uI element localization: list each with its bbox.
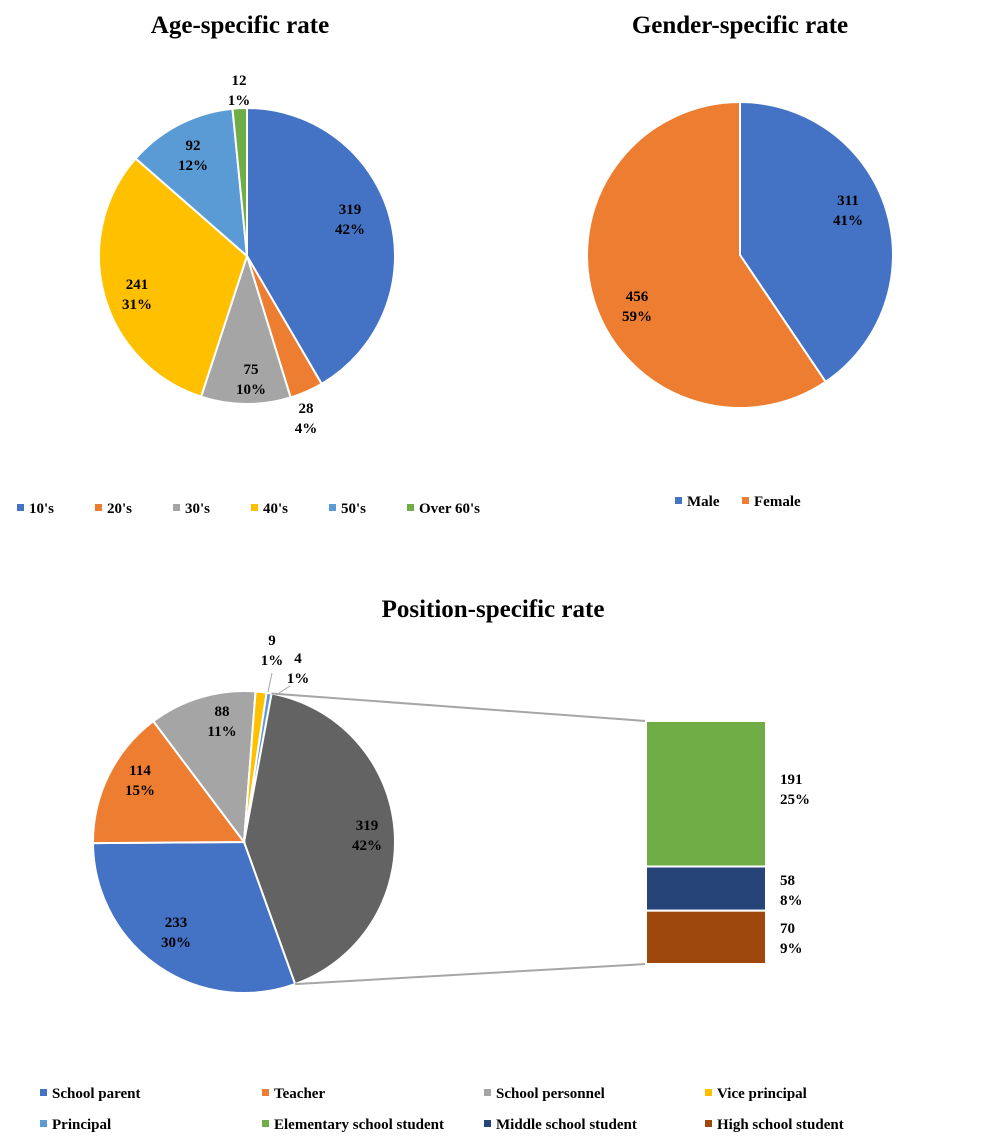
age-data-label-over-60-s: 12 1% bbox=[228, 73, 251, 109]
legend-position-high-school-student: High school student bbox=[717, 1117, 844, 1133]
legend-position-school-parent-swatch bbox=[40, 1089, 47, 1096]
position-data-label-school-personnel: 88 11% bbox=[207, 704, 236, 740]
position-data-label-vice-principal: 9 1% bbox=[261, 633, 284, 669]
legend-age-50-s: 50's bbox=[341, 501, 366, 517]
age-data-label-40-s: 241 31% bbox=[122, 277, 152, 313]
legend-gender-female-swatch bbox=[742, 497, 749, 504]
position-data-label-school-parent: 233 30% bbox=[161, 915, 191, 951]
legend-age-over-60-s: Over 60's bbox=[419, 501, 480, 517]
gender-data-label-male: 311 41% bbox=[833, 193, 863, 229]
position-bar-segment-middle-school-student bbox=[645, 865, 767, 912]
gender-slice-female bbox=[586, 100, 828, 409]
leader-line-principal bbox=[278, 685, 291, 694]
connector-line-top bbox=[271, 692, 647, 722]
gender-chart-title: Gender-specific rate bbox=[632, 12, 848, 39]
position-data-label-students-group: 319 42% bbox=[352, 818, 382, 854]
legend-gender-male-swatch bbox=[675, 497, 682, 504]
legend-age-20-s-swatch bbox=[95, 504, 102, 511]
age-chart-title: Age-specific rate bbox=[151, 12, 329, 39]
age-slice-30-s bbox=[199, 252, 292, 405]
legend-age-30-s-swatch bbox=[173, 504, 180, 511]
leader-line-vice-principal bbox=[267, 672, 273, 693]
age-slice-50-s bbox=[134, 107, 249, 259]
legend-position-vice-principal: Vice principal bbox=[717, 1086, 807, 1102]
gender-slice-male bbox=[739, 100, 894, 384]
age-slice-over-60-s bbox=[231, 106, 248, 257]
age-data-label-10-s: 319 42% bbox=[335, 202, 365, 238]
position-data-label-principal: 4 1% bbox=[287, 651, 310, 687]
legend-position-school-personnel: School personnel bbox=[496, 1086, 605, 1102]
position-slice-principal bbox=[243, 691, 273, 843]
age-data-label-50-s: 92 12% bbox=[178, 138, 208, 174]
legends: 10's 20's 30's 40's 50's Over 60's Male Female S… bbox=[17, 494, 844, 1133]
legend-position-teacher: Teacher bbox=[274, 1086, 325, 1102]
legend-age-30-s: 30's bbox=[185, 501, 210, 517]
gender-pie-chart: 311 41% 456 59% bbox=[586, 100, 894, 409]
legend-age-40-s-swatch bbox=[251, 504, 258, 511]
legend-age-50-s-swatch bbox=[329, 504, 336, 511]
legend-position-vice-principal-swatch bbox=[705, 1089, 712, 1096]
age-data-label-30-s: 75 10% bbox=[236, 362, 266, 398]
connector-line-bottom bbox=[295, 963, 647, 986]
legend-position-school-personnel-swatch bbox=[484, 1089, 491, 1096]
legend-gender-male: Male bbox=[687, 494, 720, 510]
legend-age-10-s-swatch bbox=[17, 504, 24, 511]
legend-position-teacher-swatch bbox=[262, 1089, 269, 1096]
legend-position-school-parent: School parent bbox=[52, 1086, 140, 1102]
legend-age-20-s: 20's bbox=[107, 501, 132, 517]
legend-position-elementary-school-student-swatch bbox=[262, 1120, 269, 1127]
legend-position-principal: Principal bbox=[52, 1117, 111, 1133]
legend-age-over-60-s-swatch bbox=[407, 504, 414, 511]
age-slice-10-s bbox=[246, 106, 396, 386]
position-chart-title: Position-specific rate bbox=[382, 596, 605, 623]
position-bar-segment-high-school-student bbox=[645, 909, 767, 966]
position-bar-segment-elementary-school-student bbox=[645, 720, 767, 868]
gender-data-label-female: 456 59% bbox=[622, 289, 652, 325]
position-data-label-teacher: 114 15% bbox=[125, 763, 155, 799]
legend-position-high-school-student-swatch bbox=[705, 1120, 712, 1127]
legend-position-elementary-school-student: Elementary school student bbox=[274, 1117, 444, 1133]
legend-age-10-s: 10's bbox=[29, 501, 54, 517]
age-pie-chart: 319 42% 28 4% 75 10% 241 31% 92 12% 12 1% bbox=[98, 73, 396, 437]
position-slice-students-group bbox=[242, 692, 396, 986]
position-data-label-elementary-school-student: 191 25% bbox=[780, 772, 810, 808]
age-data-label-20-s: 28 4% bbox=[295, 401, 318, 437]
position-slice-school-personnel bbox=[151, 690, 257, 845]
legend-position-principal-swatch bbox=[40, 1120, 47, 1127]
position-data-label-middle-school-student: 58 8% bbox=[780, 873, 803, 909]
legend-position-middle-school-student: Middle school student bbox=[496, 1117, 637, 1133]
position-data-label-high-school-student: 70 9% bbox=[780, 921, 803, 957]
age-slice-40-s bbox=[98, 157, 249, 398]
position-bar-of-pie-chart: 191 25% 58 8% 70 9% 319 42% 233 30% 114 15% 88 11% 9 1%… bbox=[91, 633, 810, 994]
legend-position-middle-school-student-swatch bbox=[484, 1120, 491, 1127]
position-slice-school-parent bbox=[91, 840, 297, 994]
legend-age-40-s: 40's bbox=[263, 501, 288, 517]
legend-gender-female: Female bbox=[754, 494, 801, 510]
position-slice-teacher bbox=[92, 719, 246, 845]
